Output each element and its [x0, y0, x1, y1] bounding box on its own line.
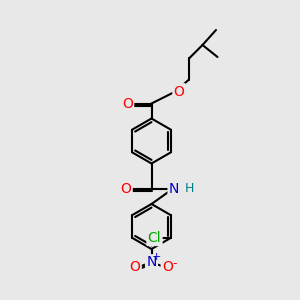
Text: N: N [169, 182, 179, 196]
Text: N: N [146, 256, 157, 269]
Text: Cl: Cl [148, 231, 161, 245]
Text: O: O [174, 85, 184, 98]
Text: +: + [152, 252, 161, 262]
Text: O: O [121, 182, 131, 196]
Text: O: O [122, 97, 133, 110]
Text: O: O [130, 260, 140, 274]
Text: -: - [172, 257, 177, 271]
Text: H: H [185, 182, 194, 196]
Text: O: O [162, 260, 173, 274]
